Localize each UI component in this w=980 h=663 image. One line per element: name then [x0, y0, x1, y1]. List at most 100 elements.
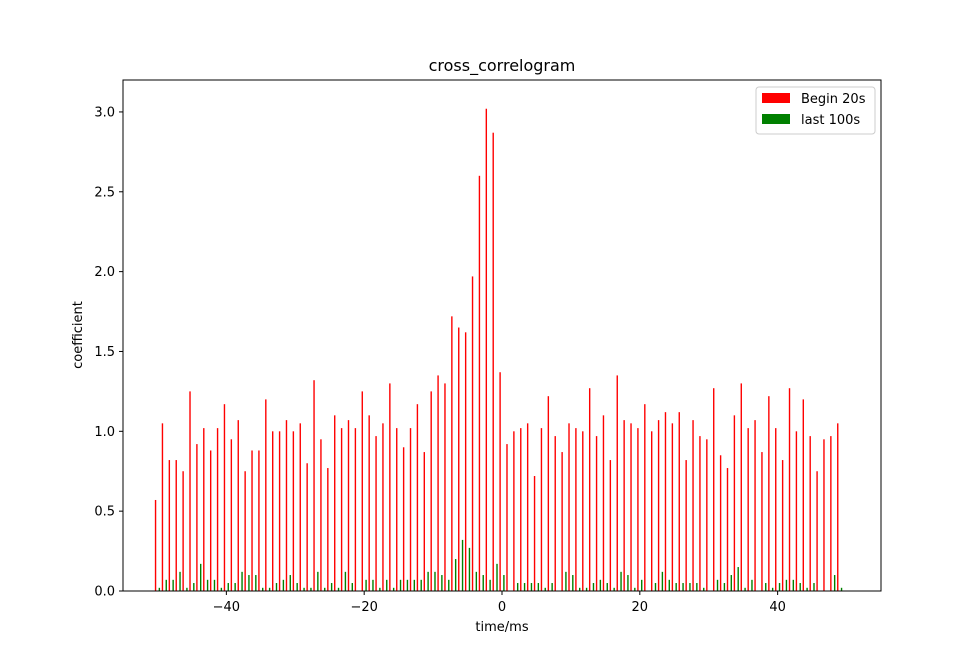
bar-last-100s	[282, 579, 285, 591]
bar-last-100s	[682, 583, 684, 591]
bar-last-100s	[516, 583, 519, 591]
y-tick-label: 1.5	[94, 345, 115, 360]
bar-last-100s	[585, 587, 588, 591]
x-tick-label: −40	[213, 600, 240, 615]
bar-begin-20s	[402, 447, 405, 591]
y-tick-label: 0.0	[94, 585, 115, 600]
bar-begin-20s	[651, 431, 653, 591]
bar-begin-20s	[485, 108, 488, 592]
bar-begin-20s	[306, 463, 308, 591]
legend: Begin 20s last 100s	[755, 86, 876, 135]
bar-begin-20s	[554, 436, 556, 591]
bar-begin-20s	[719, 455, 722, 591]
bar-begin-20s	[526, 423, 529, 591]
bar-last-100s	[792, 579, 795, 591]
y-axis-label: coefficient	[71, 301, 86, 369]
bar-last-100s	[551, 583, 553, 591]
bar-last-100s	[186, 587, 188, 591]
bar-last-100s	[296, 583, 298, 591]
bar-begin-20s	[175, 460, 177, 591]
bar-begin-20s	[313, 380, 315, 591]
bar-begin-20s	[203, 428, 205, 591]
bar-begin-20s	[478, 175, 481, 591]
bar-last-100s	[475, 571, 478, 591]
bar-last-100s	[399, 579, 402, 591]
bar-last-100s	[771, 587, 774, 591]
bar-begin-20s	[368, 415, 370, 591]
bar-last-100s	[599, 579, 602, 591]
y-tick-label: 1.0	[94, 425, 115, 440]
bar-begin-20s	[265, 399, 267, 592]
legend-label-begin-20s: Begin 20s	[801, 92, 866, 107]
bar-begin-20s	[595, 436, 598, 591]
bar-begin-20s	[692, 420, 694, 591]
bar-begin-20s	[382, 423, 384, 591]
bar-last-100s	[379, 587, 381, 591]
bar-last-100s	[241, 571, 243, 591]
chart-title: cross_correlogram	[429, 56, 576, 76]
legend-swatch-last-100s	[762, 114, 790, 124]
bar-begin-20s	[657, 420, 660, 591]
bar-begin-20s	[285, 420, 288, 591]
bar-begin-20s	[761, 452, 763, 591]
bar-last-100s	[523, 583, 526, 591]
bar-begin-20s	[244, 471, 246, 591]
bar-last-100s	[544, 587, 546, 591]
bar-begin-20s	[334, 415, 336, 591]
bar-last-100s	[213, 579, 216, 591]
bar-begin-20s	[575, 428, 577, 591]
bar-begin-20s	[196, 444, 198, 591]
bar-last-100s	[413, 579, 416, 591]
bar-last-100s	[565, 571, 567, 591]
bar-begin-20s	[775, 428, 777, 591]
bar-last-100s	[200, 563, 202, 591]
x-axis: −40 −20 0 20 40	[213, 591, 786, 615]
bar-last-100s	[489, 579, 491, 591]
bar-begin-20s	[795, 431, 798, 591]
bar-last-100s	[165, 579, 167, 591]
legend-swatch-begin-20s	[762, 93, 790, 103]
bar-begin-20s	[809, 436, 811, 591]
x-tick-label: 20	[632, 600, 649, 615]
bar-begin-20s	[492, 132, 494, 591]
bar-begin-20s	[706, 439, 708, 591]
bar-begin-20s	[451, 316, 453, 591]
bar-last-100s	[627, 575, 629, 591]
bar-last-100s	[420, 579, 422, 591]
y-tick-label: 0.5	[94, 505, 115, 520]
bar-begin-20s	[423, 452, 425, 591]
bar-begin-20s	[540, 428, 543, 591]
bar-begin-20s	[678, 412, 680, 591]
bar-begin-20s	[713, 388, 715, 591]
bar-last-100s	[813, 583, 815, 591]
bar-last-100s	[365, 579, 367, 591]
bar-begin-20s	[444, 383, 446, 591]
bar-last-100s	[317, 571, 319, 591]
bar-last-100s	[275, 583, 278, 591]
bar-begin-20s	[375, 436, 377, 591]
bar-last-100s	[351, 583, 353, 591]
bar-last-100s	[337, 587, 340, 591]
bar-last-100s	[461, 539, 464, 591]
bar-last-100s	[751, 579, 753, 591]
bar-last-100s	[386, 579, 388, 591]
bar-begin-20s	[347, 420, 350, 591]
bar-last-100s	[641, 579, 643, 591]
bar-last-100s	[268, 587, 271, 591]
bar-begin-20s	[292, 431, 295, 591]
bar-begin-20s	[533, 476, 536, 591]
x-axis-label: time/ms	[475, 620, 528, 635]
bar-begin-20s	[644, 404, 646, 591]
bar-last-100s	[723, 583, 726, 591]
bar-begin-20s	[506, 444, 508, 591]
bar-begin-20s	[278, 431, 281, 591]
bar-begin-20s	[458, 327, 460, 591]
bar-begin-20s	[230, 439, 233, 591]
bar-last-100s	[592, 583, 595, 591]
bar-begin-20s	[237, 420, 239, 591]
bar-begin-20s	[623, 420, 625, 591]
bar-begin-20s	[823, 439, 825, 591]
bar-begin-20s	[816, 471, 818, 591]
bar-last-100s	[530, 583, 533, 591]
y-tick-label: 2.5	[94, 185, 115, 200]
